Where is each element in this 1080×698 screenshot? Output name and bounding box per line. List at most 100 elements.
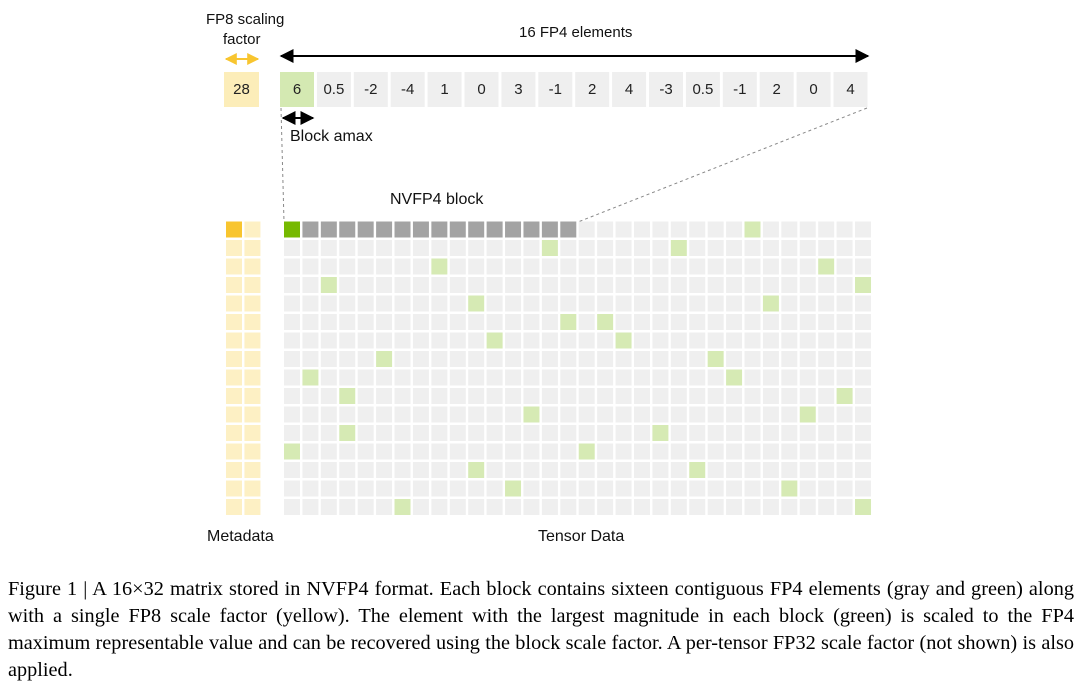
tensor-cell — [744, 277, 761, 293]
tensor-cell — [320, 462, 337, 478]
tensor-cell — [560, 277, 577, 293]
tensor-cell-amax — [836, 388, 853, 404]
fp4-value: 0.5 — [323, 81, 345, 98]
tensor-cell — [781, 443, 798, 460]
tensor-cell — [633, 499, 650, 515]
tensor-cell — [468, 277, 485, 293]
tensor-cell — [468, 443, 485, 460]
tensor-cell — [320, 443, 337, 460]
tensor-cell — [726, 388, 743, 404]
tensor-cell — [781, 277, 798, 293]
tensor-cell — [652, 406, 669, 423]
tensor-cell-block — [431, 221, 448, 238]
metadata-cell — [244, 462, 261, 478]
tensor-cell — [541, 277, 558, 293]
tensor-cell — [394, 480, 411, 497]
tensor-cell-block — [302, 221, 319, 238]
tensor-cell — [652, 499, 669, 515]
tensor-cell — [633, 295, 650, 312]
tensor-cell — [726, 240, 743, 256]
tensor-cell-amax — [689, 462, 706, 478]
tensor-cell — [320, 406, 337, 423]
tensor-cell — [284, 406, 300, 423]
tensor-cell — [670, 406, 687, 423]
tensor-cell — [560, 332, 577, 349]
tensor-cell — [541, 499, 558, 515]
tensor-cell — [781, 425, 798, 441]
tensor-cell — [597, 425, 614, 441]
tensor-cell — [449, 406, 466, 423]
tensor-cell — [818, 369, 835, 386]
metadata-cell — [226, 425, 242, 441]
tensor-cell — [615, 462, 632, 478]
tensor-cell — [486, 258, 503, 275]
tensor-cell — [376, 462, 393, 478]
tensor-cell — [597, 443, 614, 460]
fp4-value: 1 — [440, 81, 449, 98]
tensor-cell — [689, 369, 706, 386]
tensor-cell — [633, 462, 650, 478]
tensor-cell — [449, 369, 466, 386]
tensor-cell — [376, 443, 393, 460]
fp4-amax-value: 6 — [292, 81, 302, 98]
tensor-cell — [302, 240, 319, 256]
tensor-cell — [855, 258, 872, 275]
metadata-cell — [226, 443, 242, 460]
tensor-cell — [707, 406, 724, 423]
tensor-cell — [799, 462, 816, 478]
tensor-cell-block — [357, 221, 374, 238]
tensor-cell — [376, 332, 393, 349]
metadata-cell — [244, 406, 261, 423]
tensor-cell-amax — [339, 388, 356, 404]
tensor-cell — [578, 425, 595, 441]
tensor-cell — [652, 443, 669, 460]
tensor-cell — [376, 425, 393, 441]
tensor-cell — [505, 258, 522, 275]
tensor-cell — [762, 425, 779, 441]
tensor-cell — [560, 480, 577, 497]
tensor-cell — [578, 277, 595, 293]
tensor-cell — [597, 406, 614, 423]
tensor-cell — [781, 221, 798, 238]
tensor-cell — [431, 425, 448, 441]
tensor-cell — [744, 369, 761, 386]
tensor-cell — [523, 295, 540, 312]
tensor-cell — [744, 240, 761, 256]
tensor-cell — [818, 462, 835, 478]
tensor-cell-amax — [505, 480, 522, 497]
tensor-cell — [357, 388, 374, 404]
tensor-cell — [836, 369, 853, 386]
tensor-cell — [357, 295, 374, 312]
tensor-cell — [689, 240, 706, 256]
tensor-cell — [505, 295, 522, 312]
fp4-value: 0.5 — [692, 81, 714, 98]
tensor-cell — [376, 258, 393, 275]
tensor-cell — [689, 295, 706, 312]
tensor-cell — [836, 295, 853, 312]
tensor-cell — [394, 332, 411, 349]
tensor-cell — [762, 314, 779, 330]
tensor-cell — [652, 295, 669, 312]
figure-graphics — [224, 49, 872, 515]
tensor-cell — [818, 425, 835, 441]
fp4-value: -2 — [364, 81, 378, 98]
tensor-cell — [744, 351, 761, 367]
tensor-cell — [615, 221, 632, 238]
tensor-cell — [468, 258, 485, 275]
tensor-cell — [541, 388, 558, 404]
tensor-cell — [505, 443, 522, 460]
tensor-cell — [560, 425, 577, 441]
tensor-cell — [431, 462, 448, 478]
tensor-cell — [412, 240, 429, 256]
tensor-cell — [339, 277, 356, 293]
tensor-cell — [799, 388, 816, 404]
tensor-cell — [505, 462, 522, 478]
tensor-cell — [523, 443, 540, 460]
tensor-cell — [560, 258, 577, 275]
tensor-cell — [339, 351, 356, 367]
tensor-cell-amax — [744, 221, 761, 238]
tensor-cell — [431, 443, 448, 460]
tensor-cell — [836, 443, 853, 460]
tensor-cell — [357, 277, 374, 293]
nvfp4-figure: FP8 scaling factor 16 FP4 elements 28 6 0.… — [206, 11, 872, 545]
